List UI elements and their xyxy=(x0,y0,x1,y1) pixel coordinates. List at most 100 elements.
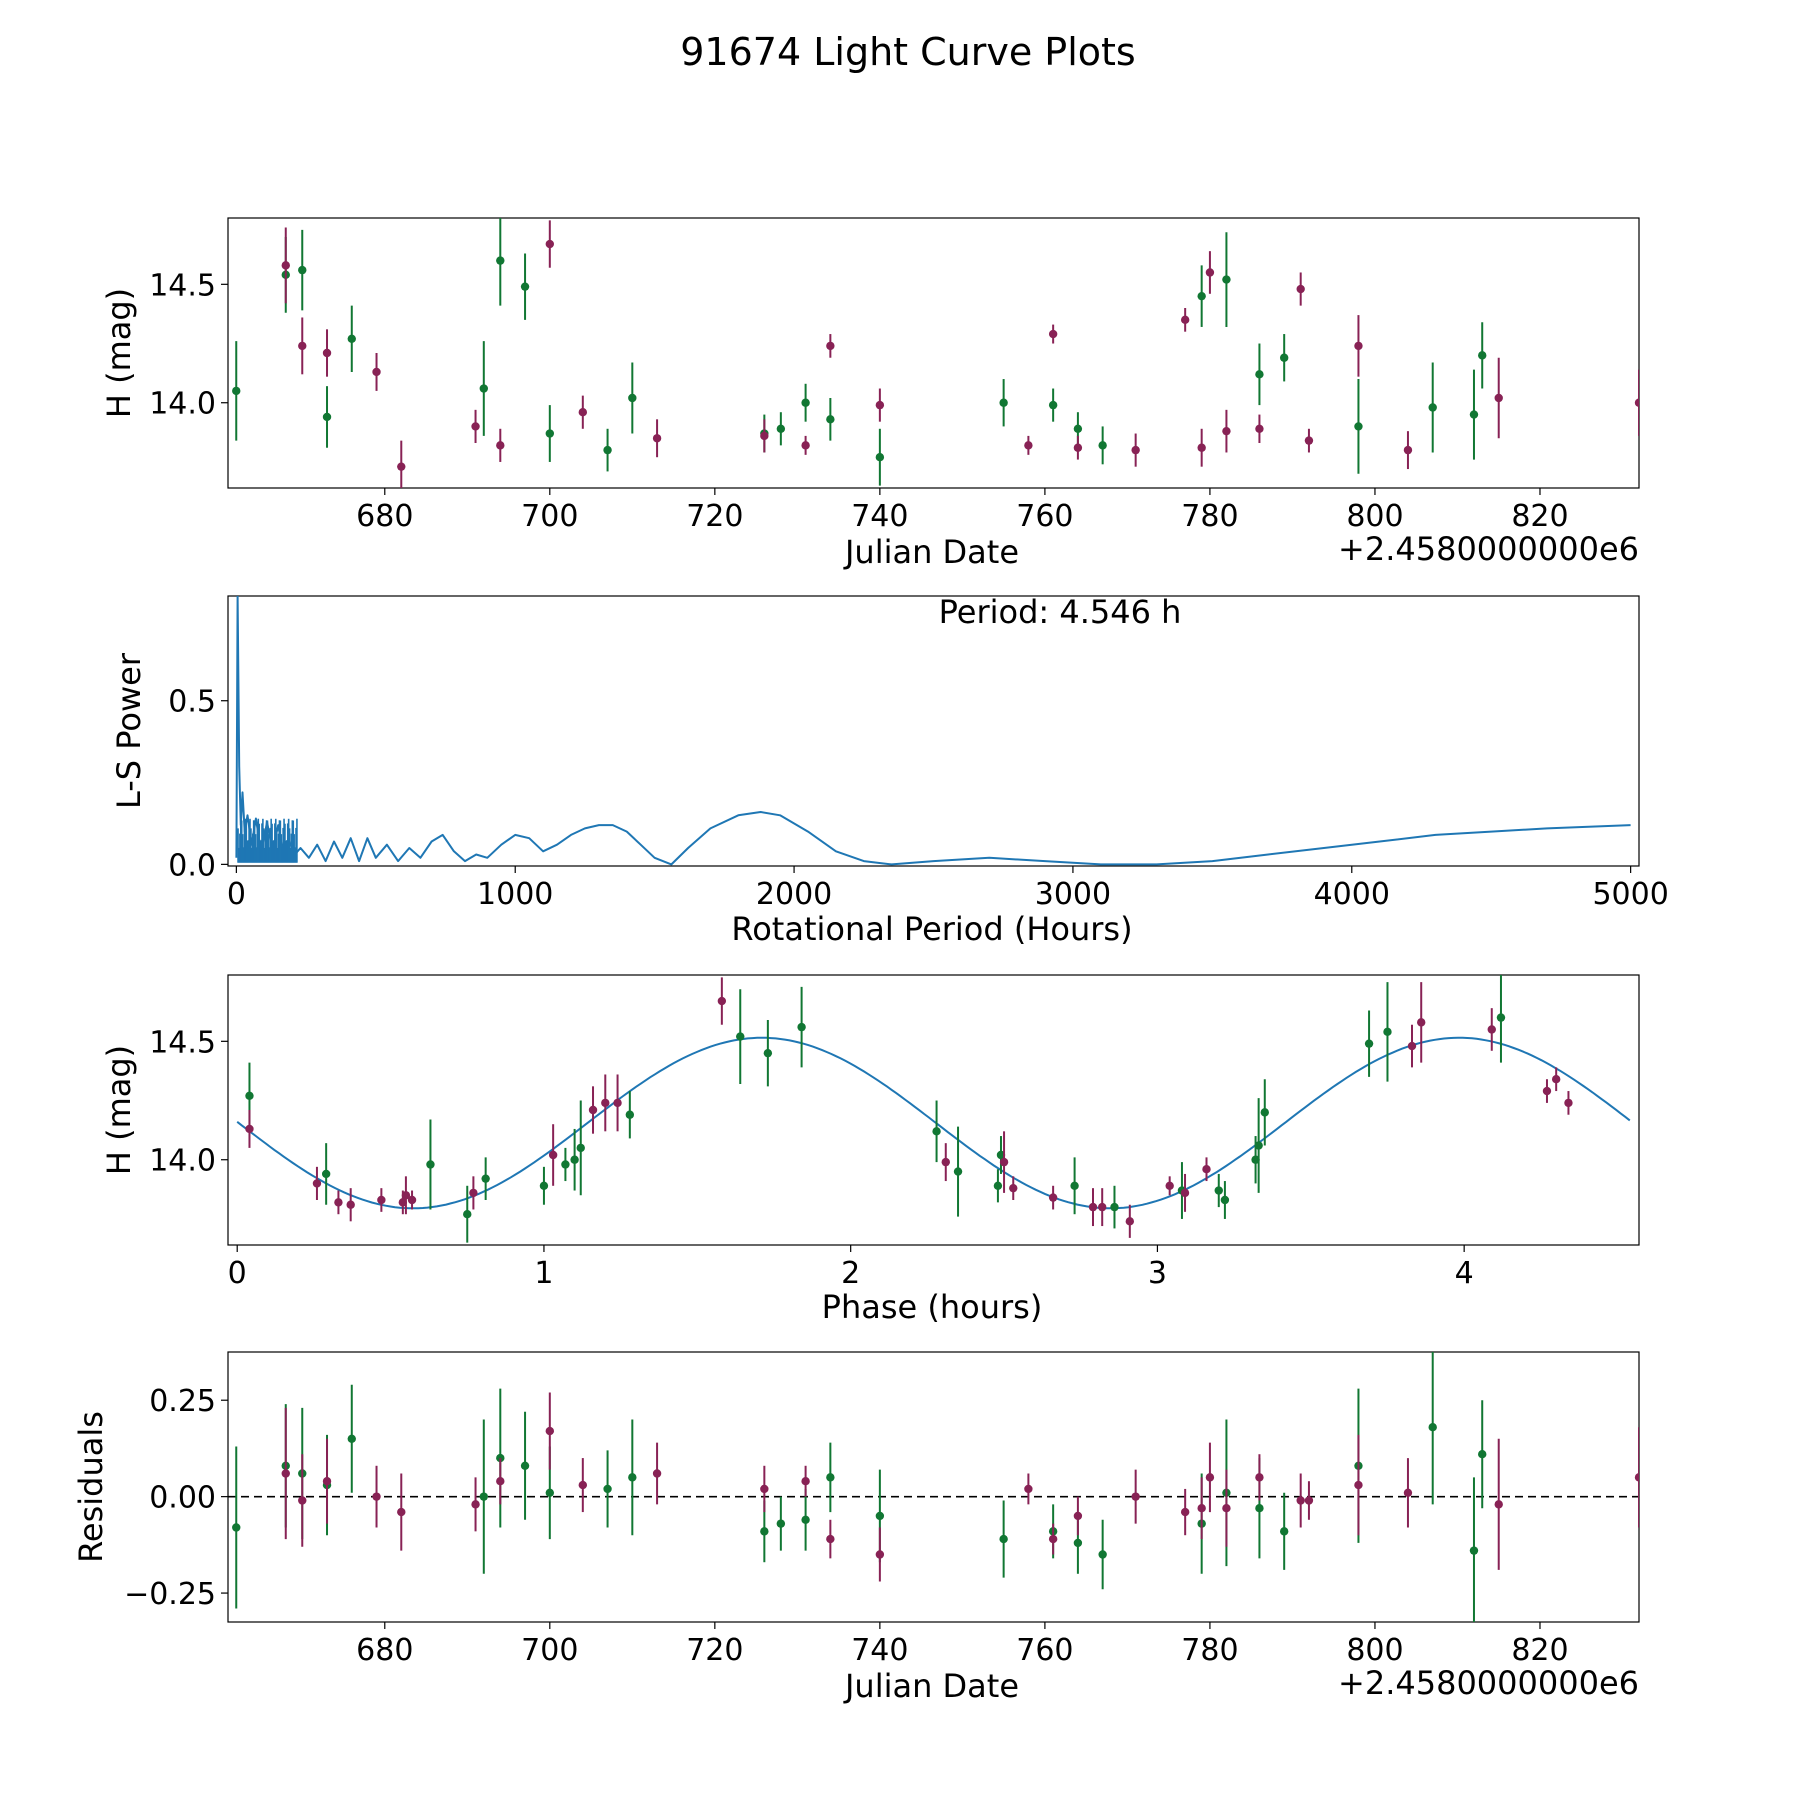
residuals-r-point xyxy=(1197,1504,1206,1513)
periodogram-x-tick-label: 0 xyxy=(227,877,246,912)
periodogram-x-tick-label: 3000 xyxy=(1035,877,1111,912)
phased-g-point xyxy=(1254,1141,1263,1150)
residuals-r-point xyxy=(1222,1504,1231,1513)
lightcurve-x-tick-label: 780 xyxy=(1181,499,1238,534)
lightcurve-r-point xyxy=(652,434,662,443)
residuals-x-axis-label: Julian Date xyxy=(843,1667,1019,1705)
lightcurve-g-point xyxy=(801,398,810,407)
phased-g-point xyxy=(1214,1186,1223,1195)
residuals-g-point xyxy=(479,1492,488,1501)
phased-x-tick-label: 1 xyxy=(534,1256,553,1291)
phased-x-axis-label: Phase (hours) xyxy=(822,1288,1043,1326)
phased-r-point xyxy=(999,1157,1009,1167)
periodogram-x-tick-label: 2000 xyxy=(756,877,832,912)
residuals-y-axis-label: Residuals xyxy=(72,1411,110,1563)
periodogram-panel: 0 1000 2000 3000 4000 5000 0.0 0.5 Period: 4.5… xyxy=(110,593,1669,948)
residuals-r-point xyxy=(578,1480,588,1490)
residuals-r-point xyxy=(760,1484,769,1494)
residuals-r-point xyxy=(322,1477,332,1486)
periodogram-x-axis-label: Rotational Period (Hours) xyxy=(731,910,1132,948)
phased-y-tick-label: 14.5 xyxy=(149,1025,216,1060)
residuals-x-offset-label: +2.4580000000e6 xyxy=(1338,1664,1639,1702)
lightcurve-g-point xyxy=(1222,275,1231,284)
phased-g-point xyxy=(1364,1039,1374,1048)
residuals-g-point xyxy=(776,1519,786,1528)
phased-r-point xyxy=(401,1191,411,1200)
lightcurve-x-axis-label: Julian Date xyxy=(843,533,1019,571)
lightcurve-x-tick-label: 760 xyxy=(1016,499,1073,534)
phased-r-point xyxy=(1542,1086,1552,1096)
lightcurve-r-point xyxy=(281,261,290,270)
phased-x-tick-label: 4 xyxy=(1455,1256,1474,1291)
lightcurve-r-point xyxy=(801,441,810,450)
periodogram-x-tick-label: 5000 xyxy=(1592,877,1668,912)
phased-g-point xyxy=(797,1022,806,1032)
model-fit-curve xyxy=(236,1036,1631,1210)
residuals-x-ticks: 680 700 720 740 760 780 800 820 xyxy=(356,1622,1569,1668)
lightcurve-r-point xyxy=(1255,424,1264,433)
lightcurve-g-point xyxy=(875,453,885,462)
residuals-r-point xyxy=(372,1492,381,1501)
residuals-g-point xyxy=(1469,1546,1479,1555)
lightcurve-x-tick-label: 800 xyxy=(1346,499,1403,534)
periodogram-y-ticks: 0.0 0.5 xyxy=(168,685,228,883)
residuals-x-tick-label: 760 xyxy=(1016,1633,1073,1668)
phased-r-point xyxy=(1180,1188,1190,1198)
phased-r-point xyxy=(1098,1202,1107,1212)
phased-g-point xyxy=(561,1160,570,1169)
phased-r-point xyxy=(1487,1025,1496,1034)
phased-r-point xyxy=(601,1098,610,1108)
lightcurve-g-point xyxy=(1428,403,1437,412)
phased-r-point xyxy=(312,1179,322,1188)
residuals-g-point xyxy=(520,1461,530,1470)
phased-r-point xyxy=(941,1157,950,1167)
phased-y-axis-label: H (mag) xyxy=(100,1045,138,1175)
lightcurve-g-point xyxy=(520,282,530,291)
lightcurve-g-point xyxy=(999,398,1008,407)
phased-g-point xyxy=(463,1210,472,1219)
lightcurve-y-axis-label: H (mag) xyxy=(100,288,138,418)
residuals-g-point xyxy=(545,1488,555,1497)
lightcurve-r-point xyxy=(1403,445,1413,455)
lightcurve-g-point xyxy=(298,265,307,275)
phased-g-point xyxy=(1260,1108,1269,1117)
phased-g-point xyxy=(539,1181,549,1190)
residuals-r-point xyxy=(1304,1496,1314,1505)
periodogram-y-axis-label: L-S Power xyxy=(110,652,148,809)
phased-r-point xyxy=(469,1188,478,1198)
phased-g-point xyxy=(245,1091,254,1100)
lightcurve-g-point xyxy=(1469,410,1479,419)
phased-g-point xyxy=(625,1110,635,1119)
lightcurve-x-tick-label: 700 xyxy=(521,499,578,534)
periodogram-y-tick-label: 0.5 xyxy=(168,685,216,720)
phased-axes-frame xyxy=(227,974,1640,1246)
residuals-x-tick-label: 820 xyxy=(1511,1633,1568,1668)
phased-r-point xyxy=(1407,1041,1417,1051)
periodogram-x-ticks: 0 1000 2000 3000 4000 5000 xyxy=(227,866,1669,912)
phased-r-point xyxy=(1088,1202,1098,1212)
phased-r-point xyxy=(334,1198,343,1207)
residuals-g-point xyxy=(628,1473,637,1482)
lightcurve-r-point xyxy=(397,462,406,471)
residuals-g-point xyxy=(1428,1423,1437,1432)
figure-title: 91674 Light Curve Plots xyxy=(680,30,1135,74)
phased-r-point xyxy=(1048,1193,1058,1202)
lightcurve-r-point xyxy=(1296,284,1305,294)
lightcurve-r-point xyxy=(1197,443,1206,452)
residuals-g-point xyxy=(801,1515,810,1524)
phased-r-point xyxy=(377,1195,386,1205)
residuals-x-tick-label: 800 xyxy=(1346,1633,1403,1668)
residuals-r-point xyxy=(875,1550,885,1559)
lightcurve-marks xyxy=(232,218,1639,488)
phased-g-point xyxy=(1383,1027,1392,1037)
residuals-x-tick-label: 700 xyxy=(521,1633,578,1668)
lightcurve-y-tick-label: 14.0 xyxy=(149,387,216,422)
lightcurve-r-point xyxy=(496,441,505,450)
lightcurve-g-point xyxy=(496,256,505,265)
phased-g-point xyxy=(321,1169,331,1179)
residuals-r-point xyxy=(1634,1473,1639,1482)
residuals-r-point xyxy=(652,1469,662,1478)
phased-r-point xyxy=(1551,1075,1561,1084)
phased-g-point xyxy=(481,1174,490,1183)
phased-g-point xyxy=(576,1143,585,1153)
